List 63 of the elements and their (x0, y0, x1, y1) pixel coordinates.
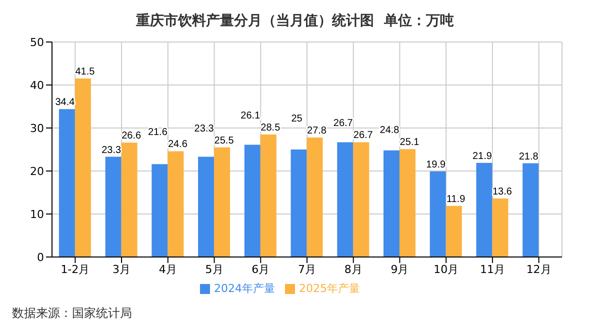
data-label: 11.9 (446, 194, 466, 205)
data-label: 26.1 (240, 110, 261, 122)
data-label: 24.8 (380, 125, 400, 136)
x-tick-label: 3月 (112, 262, 131, 276)
bar (353, 142, 370, 257)
x-tick-label: 6月 (252, 262, 270, 276)
x-tick-label: 4月 (158, 262, 177, 276)
data-label: 26.7 (353, 130, 374, 142)
bar (384, 150, 400, 257)
legend-label: 2025年产量 (299, 282, 360, 295)
bar (198, 156, 214, 257)
x-tick-label: 12月 (526, 262, 552, 276)
legend-label: 2024年产量 (214, 282, 275, 295)
bar (168, 151, 184, 257)
bar (105, 156, 122, 257)
y-tick-label: 30 (30, 122, 44, 135)
bar (74, 78, 91, 257)
data-label: 13.6 (492, 186, 512, 198)
bar (337, 142, 354, 257)
bar (400, 149, 416, 257)
bar (522, 163, 539, 257)
data-label: 25.1 (400, 137, 420, 148)
y-tick-label: 0 (37, 250, 44, 264)
bar (244, 144, 260, 257)
bar (260, 134, 276, 257)
y-tick-label: 10 (30, 208, 44, 221)
data-label: 23.3 (102, 144, 122, 156)
bar (492, 198, 508, 257)
bar (290, 150, 307, 257)
x-tick-label: 10月 (434, 262, 459, 276)
data-label: 21.6 (148, 127, 168, 138)
bar (476, 162, 492, 257)
data-label: 25 (291, 113, 303, 124)
data-label: 23.3 (194, 123, 214, 134)
data-label: 26.7 (333, 118, 354, 130)
data-label: 21.8 (518, 151, 539, 162)
data-label: 34.4 (55, 97, 76, 108)
y-tick-label: 40 (30, 78, 44, 92)
data-label: 28.5 (260, 122, 281, 134)
x-tick-label: 9月 (390, 262, 409, 276)
y-tick-label: 20 (30, 164, 44, 178)
x-tick-label: 7月 (298, 262, 316, 276)
bar (430, 171, 446, 257)
y-tick-label: 50 (30, 36, 44, 49)
data-label: 19.9 (426, 159, 446, 170)
x-tick-label: 1-2月 (60, 262, 90, 276)
chart-title: 重庆市饮料产量分月（当月值）统计图 单位：万吨 (135, 12, 455, 31)
data-label: 26.6 (122, 130, 142, 142)
data-label: 27.8 (307, 125, 327, 136)
data-label: 21.9 (472, 150, 492, 162)
bar (214, 147, 230, 257)
data-label: 24.6 (168, 139, 188, 150)
bar (121, 142, 138, 257)
x-tick-label: 5月 (205, 262, 224, 276)
x-tick-label: 11月 (480, 262, 505, 276)
bar (152, 164, 168, 257)
source-note: 数据来源：国家统计局 (12, 306, 132, 320)
bar (446, 206, 462, 257)
bar (58, 109, 75, 257)
data-label: 41.5 (75, 66, 96, 78)
x-tick-label: 8月 (344, 262, 362, 276)
bar (306, 137, 323, 257)
data-label: 25.5 (214, 135, 234, 146)
